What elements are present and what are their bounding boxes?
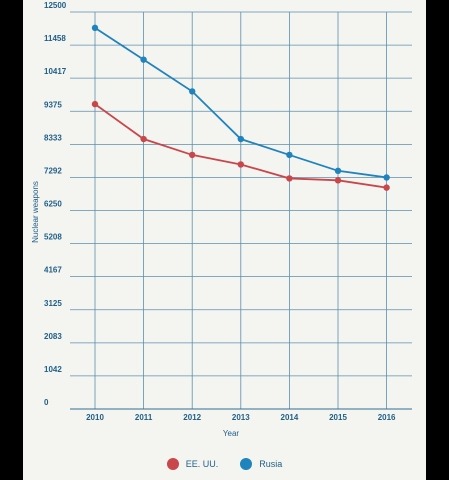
- data-point[interactable]: [237, 135, 244, 143]
- y-tick-label: 3125: [44, 299, 62, 308]
- y-tick-label: 5208: [44, 233, 62, 242]
- legend: EE. UU. Rusia: [0, 458, 449, 470]
- legend-marker-ee-uu: [166, 458, 179, 470]
- data-point[interactable]: [286, 151, 293, 159]
- legend-label-rusia: Rusia: [259, 459, 283, 469]
- y-tick-label: 9375: [44, 100, 62, 109]
- axis-layer: 0 1042 2083 3125 4167 5208 6250 7292 8333 9375 104…: [44, 1, 412, 422]
- y-tick-label: 2083: [44, 332, 62, 341]
- data-point[interactable]: [334, 167, 342, 174]
- data-point[interactable]: [91, 100, 99, 108]
- y-tick-label: 7292: [44, 166, 62, 175]
- data-point[interactable]: [189, 88, 196, 95]
- chart-frame: [23, 0, 426, 480]
- x-tick-label: 2014: [281, 413, 299, 422]
- x-axis-title: Year: [223, 429, 240, 438]
- data-point[interactable]: [189, 151, 196, 159]
- data-point[interactable]: [383, 174, 390, 181]
- y-tick-label: 1042: [44, 365, 62, 374]
- y-tick-label: 11458: [44, 34, 66, 43]
- legend-marker-rusia: [240, 458, 253, 470]
- grid-layer: [70, 11, 412, 409]
- x-tick-label: 2013: [232, 413, 250, 422]
- x-tick-label: 2016: [378, 413, 396, 422]
- series-layer: [91, 24, 390, 191]
- data-point[interactable]: [140, 56, 147, 63]
- x-tick-label: 2011: [135, 413, 153, 422]
- y-tick-label: 12500: [44, 1, 67, 10]
- data-point[interactable]: [383, 184, 390, 191]
- data-point[interactable]: [334, 177, 342, 184]
- y-tick-label: 10417: [44, 67, 67, 76]
- legend-item-ee-uu[interactable]: EE. UU.: [166, 458, 219, 470]
- y-tick-label: 6250: [44, 200, 62, 209]
- data-point[interactable]: [140, 135, 147, 143]
- data-point[interactable]: [286, 175, 293, 182]
- legend-label-ee-uu: EE. UU.: [185, 459, 219, 469]
- y-tick-label: 8333: [44, 133, 62, 142]
- y-axis-title: Nuclear weapons: [31, 181, 40, 243]
- y-tick-label: 4167: [44, 266, 62, 275]
- x-tick-label: 2015: [329, 413, 347, 422]
- x-tick-label: 2010: [86, 413, 104, 422]
- legend-item-rusia[interactable]: Rusia: [240, 458, 282, 470]
- data-point[interactable]: [237, 161, 244, 168]
- data-point[interactable]: [91, 24, 99, 32]
- y-tick-label: 0: [44, 398, 49, 407]
- x-tick-label: 2012: [183, 413, 201, 422]
